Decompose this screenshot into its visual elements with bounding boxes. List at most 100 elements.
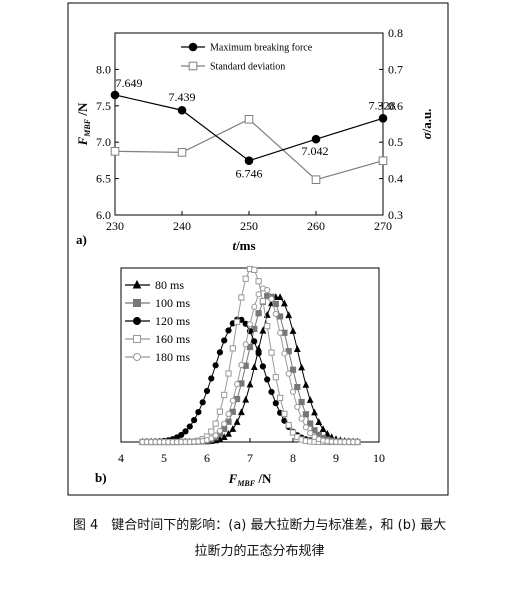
point-160-ms	[285, 422, 292, 429]
point-120-ms	[191, 417, 198, 424]
data-label-a: 7.328	[369, 98, 396, 112]
point-160-ms	[234, 318, 241, 326]
point-80-ms	[233, 418, 241, 425]
legend-marker-b	[133, 353, 141, 361]
point-100-ms	[272, 300, 279, 308]
legend-marker-b	[132, 279, 142, 289]
point-standard-deviation	[110, 147, 120, 156]
point-80-ms	[259, 326, 267, 334]
legend-label-a: Standard deviation	[210, 62, 285, 73]
point-160-ms	[238, 294, 245, 301]
point-80-ms	[306, 396, 314, 403]
y2-axis-label-a: σ/a.u.	[419, 109, 434, 140]
x-axis-label-b: FMBF /N	[228, 471, 272, 488]
legend-label-b: 120 ms	[155, 314, 190, 328]
point-standard-deviation	[177, 148, 187, 157]
figure-frame	[67, 2, 449, 496]
point-180-ms	[251, 303, 258, 310]
point-100-ms	[289, 366, 297, 373]
point-120-ms	[195, 408, 202, 416]
legend-label-b: 160 ms	[155, 332, 190, 346]
point-100-ms	[307, 420, 314, 427]
point-100-ms	[311, 427, 318, 434]
legend-label-b: 100 ms	[155, 296, 190, 310]
point-80-ms	[225, 429, 232, 437]
point-80-ms	[285, 311, 293, 319]
figure-caption-line-1: 图 4 键合时间下的影响：(a) 最大拉断力与标准差，和 (b) 最大	[72, 518, 447, 533]
point-80-ms	[298, 363, 306, 371]
point-160-ms	[251, 266, 258, 273]
point-120-ms	[272, 400, 279, 407]
point-180-ms	[302, 424, 309, 431]
point-maximum-breaking-force	[378, 114, 388, 123]
point-160-ms	[221, 391, 228, 399]
point-120-ms	[212, 362, 219, 369]
point-maximum-breaking-force	[244, 156, 254, 165]
panel-label-a: a)	[76, 232, 87, 247]
point-180-ms	[298, 415, 305, 422]
point-120-ms	[264, 376, 271, 383]
point-80-ms	[276, 293, 284, 301]
point-80-ms	[293, 345, 301, 352]
point-80-ms	[311, 408, 318, 416]
point-160-ms	[255, 278, 262, 285]
point-100-ms	[255, 310, 262, 317]
data-label-a: 7.439	[169, 90, 196, 104]
point-120-ms	[259, 363, 266, 370]
point-120-ms	[225, 327, 232, 334]
point-80-ms	[229, 425, 237, 432]
legend-marker-a	[188, 61, 198, 71]
point-80-ms	[315, 418, 323, 426]
y-axis-label-a: FMBF /N	[75, 102, 92, 146]
panel-a: 230 240 250 260 270 6.0 6.5 7.0 7.5 8.0 0.3 0.4 0.5 0…	[75, 26, 434, 253]
point-160-ms	[289, 429, 297, 436]
x-tick-label-b: 10	[373, 451, 385, 465]
panel-label-b: b)	[95, 470, 107, 485]
point-80-ms	[280, 299, 288, 307]
legend-marker-b	[133, 299, 141, 307]
point-160-ms	[212, 420, 219, 427]
point-180-ms	[238, 361, 245, 369]
point-180-ms	[242, 341, 249, 348]
data-label-a: 6.746	[236, 167, 263, 181]
point-180-ms	[294, 403, 301, 411]
point-maximum-breaking-force	[110, 90, 120, 100]
point-160-ms	[281, 410, 288, 417]
x-tick-label-b: 7	[247, 451, 253, 465]
point-standard-deviation	[378, 156, 388, 166]
point-180-ms	[268, 295, 275, 303]
data-label-a: 7.649	[116, 76, 143, 90]
point-180-ms	[264, 287, 271, 294]
x-tick-label-b: 9	[333, 451, 339, 465]
x-tick-label-a: 230	[106, 219, 124, 233]
legend-marker-a	[188, 42, 198, 52]
x-axis-label-a: t/ms	[232, 238, 255, 253]
point-80-ms	[242, 395, 250, 403]
point-120-ms	[221, 337, 228, 344]
point-160-ms	[272, 374, 279, 381]
point-180-ms	[272, 310, 279, 318]
point-80-ms	[302, 380, 310, 388]
point-180-ms	[281, 350, 288, 357]
point-100-ms	[294, 384, 301, 391]
point-180-ms	[234, 381, 241, 388]
point-160-ms	[242, 275, 249, 282]
point-180-ms	[354, 438, 361, 446]
x-tick-label-a: 240	[173, 219, 191, 233]
point-120-ms	[199, 399, 206, 406]
y-tick-label-a: 8.0	[96, 62, 111, 76]
point-standard-deviation	[244, 114, 254, 124]
point-120-ms	[255, 350, 262, 357]
panel-b: 4 5 6 7 8 9 10 FMBF /N b) 80 ms 100 ms 120 ms 160 ms…	[95, 265, 385, 488]
point-80-ms	[319, 425, 327, 433]
y2-tick-label-a: 0.8	[388, 26, 403, 40]
y-tick-label-a: 6.0	[96, 208, 111, 222]
point-180-ms	[225, 410, 232, 418]
point-180-ms	[221, 420, 228, 427]
point-180-ms	[216, 427, 223, 434]
point-160-ms	[264, 323, 271, 330]
point-180-ms	[212, 432, 219, 439]
legend-label-b: 180 ms	[155, 350, 190, 364]
x-tick-label-b: 4	[118, 451, 124, 465]
